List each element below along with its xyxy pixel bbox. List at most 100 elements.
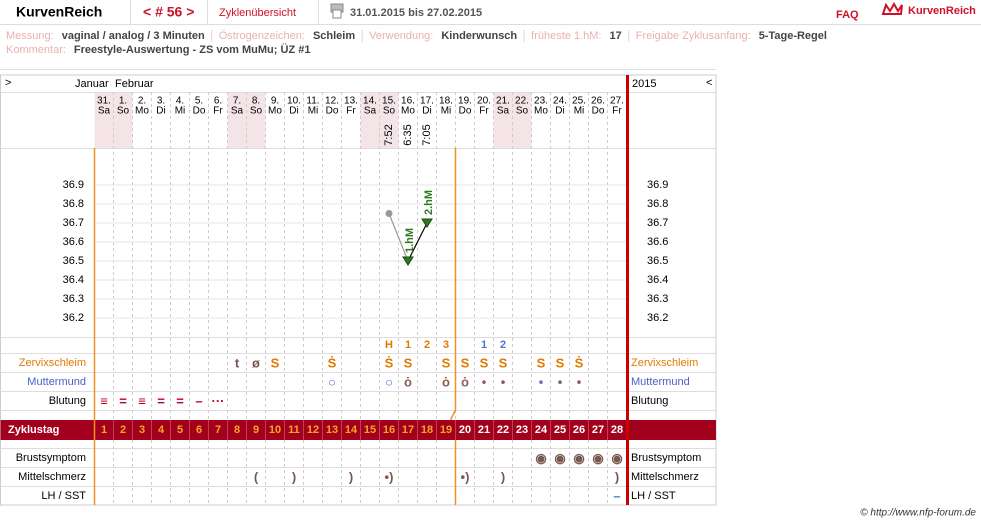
cycle-day: 7 bbox=[215, 424, 221, 436]
temperature-point bbox=[421, 218, 433, 228]
row-symbol: •) bbox=[385, 469, 394, 484]
y-tick-label-right: 36.6 bbox=[647, 236, 668, 248]
count-marker: 1 bbox=[405, 339, 411, 351]
weekday: Sa bbox=[364, 106, 377, 117]
row-symbol: • bbox=[558, 374, 563, 389]
count-marker: H bbox=[385, 339, 393, 351]
faq-link[interactable]: FAQ bbox=[836, 9, 859, 21]
info-label: Östrogenzeichen: bbox=[219, 30, 305, 42]
row-symbol: S bbox=[537, 355, 546, 370]
cycle-day: 1 bbox=[101, 424, 107, 436]
comment-label: Kommentar: bbox=[6, 44, 66, 56]
cycle-day: 11 bbox=[288, 424, 300, 436]
logo-text[interactable]: KurvenReich bbox=[908, 5, 976, 17]
weekday: Mo bbox=[135, 106, 149, 117]
count-marker: 2 bbox=[424, 339, 430, 351]
info-value: Kinderwunsch bbox=[441, 30, 517, 42]
temperature-point bbox=[385, 210, 393, 217]
weekday: Do bbox=[326, 106, 339, 117]
cycle-day: 14 bbox=[345, 424, 358, 436]
row-symbol: S bbox=[442, 355, 451, 370]
info-label: Verwendung: bbox=[369, 30, 433, 42]
day-number: 14. bbox=[363, 96, 377, 107]
y-tick-label: 36.9 bbox=[63, 179, 84, 191]
cycle-day: 5 bbox=[177, 424, 183, 436]
y-tick-label: 36.3 bbox=[63, 293, 84, 305]
day-number: 7. bbox=[233, 96, 241, 107]
day-number: 23. bbox=[534, 96, 548, 107]
nav-right[interactable]: < bbox=[706, 77, 712, 89]
count-marker: 2 bbox=[500, 339, 506, 351]
weekend-shade bbox=[379, 92, 399, 148]
weekday: Mi bbox=[175, 106, 186, 117]
row-symbol: ≡ bbox=[100, 393, 108, 408]
day-number: 20. bbox=[477, 96, 491, 107]
row-label: Mittelschmerz bbox=[18, 471, 86, 483]
cycle-day: 21 bbox=[478, 424, 490, 436]
day-number: 13. bbox=[344, 96, 358, 107]
high-marker: 2.hM bbox=[423, 190, 435, 215]
cycle-day-label: Zyklustag bbox=[8, 424, 59, 436]
weekday: So bbox=[516, 106, 529, 117]
row-symbol: S bbox=[480, 355, 489, 370]
day-number: 6. bbox=[214, 96, 222, 107]
day-number: 25. bbox=[572, 96, 586, 107]
info-value: 5-Tage-Regel bbox=[759, 30, 827, 42]
overview-link[interactable]: Zyklenübersicht bbox=[219, 7, 296, 19]
day-number: 12. bbox=[325, 96, 339, 107]
app-title: KurvenReich bbox=[16, 4, 102, 20]
day-number: 22. bbox=[515, 96, 529, 107]
cycle-day: 4 bbox=[158, 424, 165, 436]
printer-icon[interactable] bbox=[330, 3, 344, 19]
row-symbol: ◉ bbox=[535, 450, 546, 465]
cycle-day: 26 bbox=[573, 424, 585, 436]
year: 2015 bbox=[632, 78, 656, 90]
weekend-shade bbox=[227, 92, 247, 148]
weekday: Di bbox=[156, 106, 165, 117]
y-tick-label-right: 36.2 bbox=[647, 312, 668, 324]
cycle-day: 13 bbox=[326, 424, 338, 436]
row-label-right: Brustsymptom bbox=[631, 452, 701, 464]
measure-time: 7:05 bbox=[421, 124, 433, 145]
cycle-nav[interactable]: < # 56 > bbox=[143, 4, 194, 20]
footer: © http://www.nfp-forum.de bbox=[860, 508, 976, 519]
row-symbol: ◉ bbox=[573, 450, 584, 465]
cycle-day: 15 bbox=[364, 424, 376, 436]
nav-left[interactable]: > bbox=[5, 77, 11, 89]
y-tick-label-right: 36.7 bbox=[647, 217, 668, 229]
row-symbol: = bbox=[157, 393, 165, 408]
weekday: Mo bbox=[401, 106, 415, 117]
temperature-point bbox=[402, 256, 414, 266]
row-symbol: S bbox=[271, 355, 280, 370]
y-tick-label-right: 36.5 bbox=[647, 255, 668, 267]
weekend-shade bbox=[512, 92, 532, 148]
row-symbol: ··· bbox=[212, 393, 225, 408]
day-number: 15. bbox=[382, 96, 396, 107]
row-label-right: Zervixschleim bbox=[631, 357, 698, 369]
weekend-shade bbox=[360, 92, 380, 148]
cycle-day: 28 bbox=[611, 424, 623, 436]
row-symbol: Ṡ bbox=[575, 355, 584, 370]
month: Januar bbox=[75, 78, 109, 90]
row-symbol: ) bbox=[501, 469, 505, 484]
info-value: vaginal / analog / 3 Minuten bbox=[62, 30, 205, 42]
date-range: 31.01.2015 bis 27.02.2015 bbox=[350, 7, 482, 19]
y-tick-label-right: 36.8 bbox=[647, 198, 668, 210]
y-tick-label: 36.2 bbox=[63, 312, 84, 324]
day-number: 8. bbox=[252, 96, 260, 107]
weekday: So bbox=[250, 106, 263, 117]
logo-icon[interactable] bbox=[881, 1, 903, 15]
cycle-day: 22 bbox=[497, 424, 509, 436]
row-symbol: ◉ bbox=[554, 450, 565, 465]
count-marker: 3 bbox=[443, 339, 449, 351]
cycle-day: 6 bbox=[196, 424, 202, 436]
info-label: Freigabe Zyklusanfang: bbox=[636, 30, 751, 42]
row-symbol: t bbox=[235, 355, 240, 370]
cycle-day: 12 bbox=[307, 424, 319, 436]
row-symbol: ≡ bbox=[138, 393, 146, 408]
weekday: Fr bbox=[612, 106, 622, 117]
weekday: Sa bbox=[497, 106, 510, 117]
row-symbol: – bbox=[195, 393, 202, 408]
